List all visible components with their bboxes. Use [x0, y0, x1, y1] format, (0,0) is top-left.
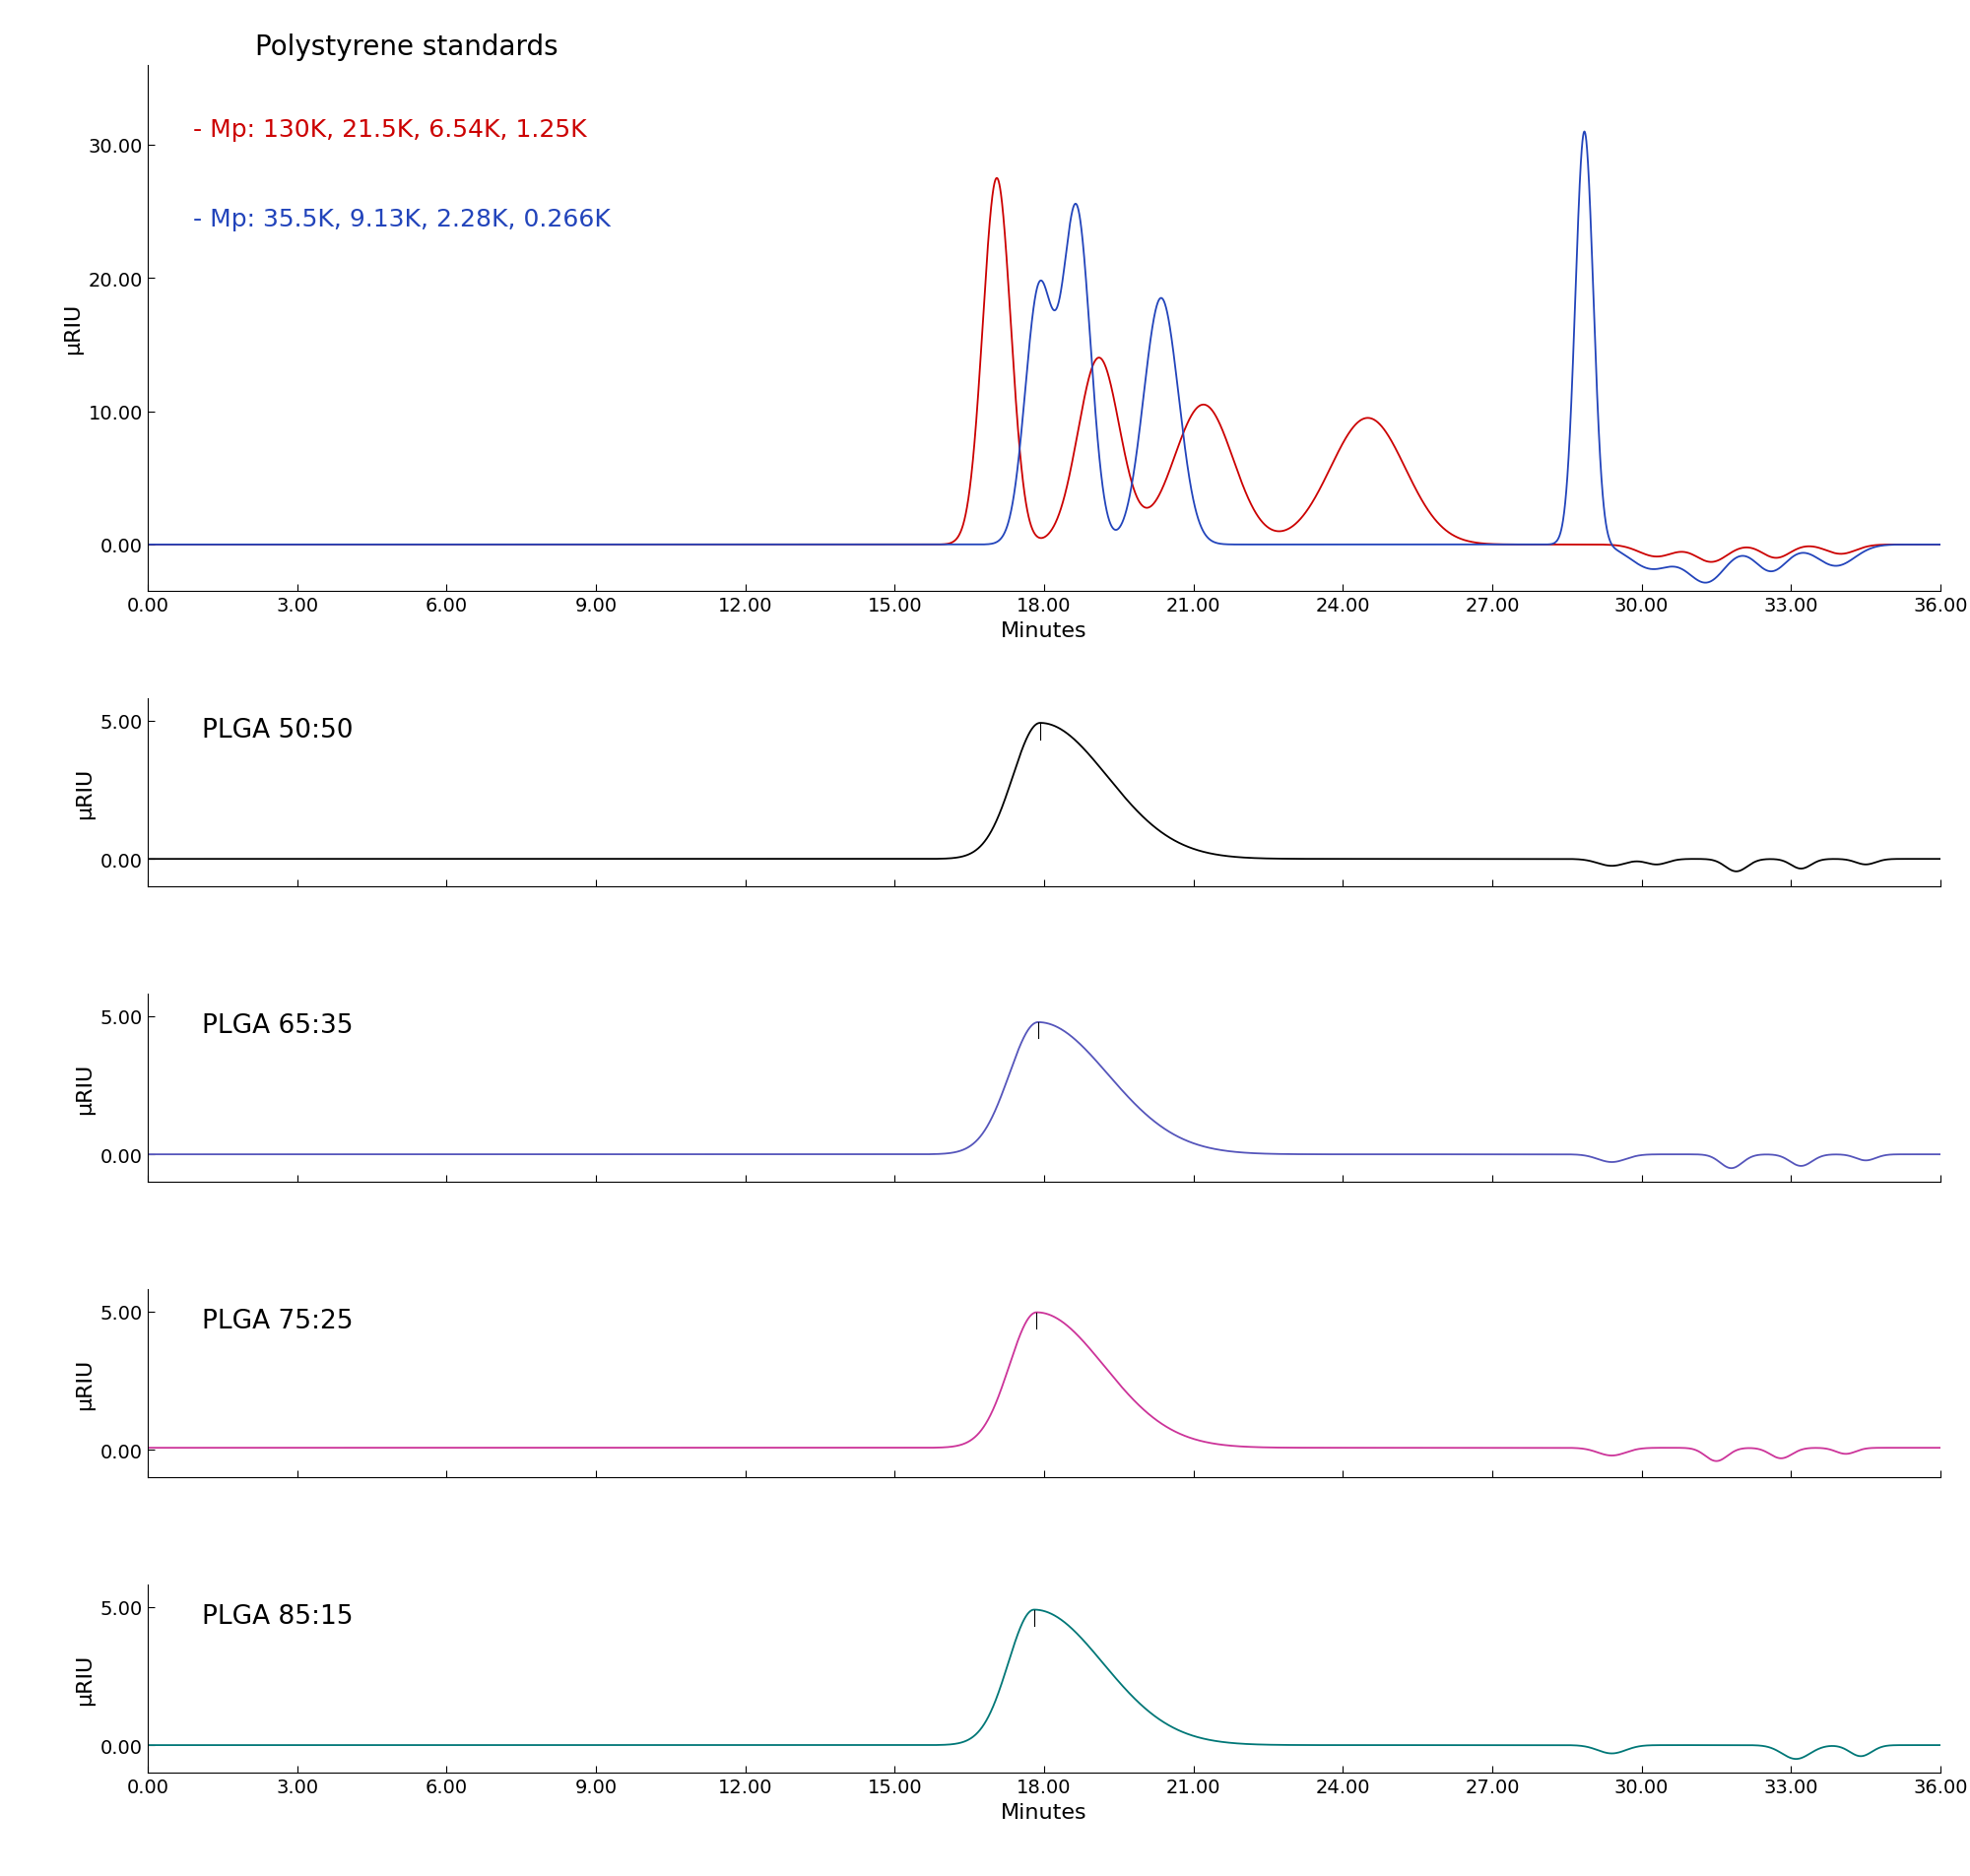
X-axis label: Minutes: Minutes: [1001, 621, 1087, 640]
Y-axis label: μRIU: μRIU: [75, 1062, 95, 1114]
Y-axis label: μRIU: μRIU: [63, 304, 83, 355]
Text: PLGA 50:50: PLGA 50:50: [201, 719, 353, 743]
Text: PLGA 75:25: PLGA 75:25: [201, 1308, 353, 1334]
Y-axis label: μRIU: μRIU: [75, 1653, 95, 1705]
Y-axis label: μRIU: μRIU: [75, 1358, 95, 1409]
Y-axis label: μRIU: μRIU: [75, 767, 95, 818]
Text: - Mp: 35.5K, 9.13K, 2.28K, 0.266K: - Mp: 35.5K, 9.13K, 2.28K, 0.266K: [193, 208, 611, 231]
Text: PLGA 85:15: PLGA 85:15: [201, 1604, 353, 1628]
Text: PLGA 65:35: PLGA 65:35: [201, 1013, 353, 1039]
Text: - Mp: 130K, 21.5K, 6.54K, 1.25K: - Mp: 130K, 21.5K, 6.54K, 1.25K: [193, 118, 587, 143]
Text: Polystyrene standards: Polystyrene standards: [256, 34, 558, 60]
X-axis label: Minutes: Minutes: [1001, 1801, 1087, 1822]
